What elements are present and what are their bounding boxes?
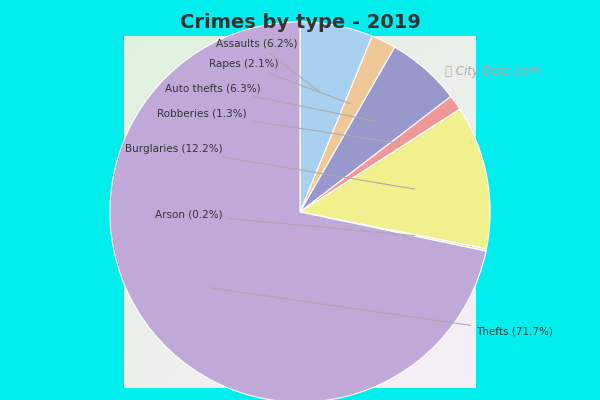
Text: Burglaries (12.2%): Burglaries (12.2%): [125, 144, 415, 189]
Wedge shape: [300, 212, 487, 251]
Text: Assaults (6.2%): Assaults (6.2%): [215, 38, 321, 93]
Text: Thefts (71.7%): Thefts (71.7%): [210, 288, 553, 337]
Text: Auto thefts (6.3%): Auto thefts (6.3%): [165, 83, 376, 122]
Text: Robberies (1.3%): Robberies (1.3%): [157, 108, 395, 143]
Wedge shape: [300, 96, 460, 212]
Text: Arson (0.2%): Arson (0.2%): [155, 210, 415, 236]
Text: Crimes by type - 2019: Crimes by type - 2019: [179, 12, 421, 32]
Wedge shape: [300, 109, 490, 249]
Wedge shape: [300, 47, 451, 212]
Wedge shape: [110, 22, 486, 400]
Text: Rapes (2.1%): Rapes (2.1%): [209, 59, 350, 104]
Text: ⓘ City-Data.com: ⓘ City-Data.com: [445, 66, 539, 78]
Wedge shape: [300, 36, 395, 212]
Wedge shape: [300, 22, 372, 212]
